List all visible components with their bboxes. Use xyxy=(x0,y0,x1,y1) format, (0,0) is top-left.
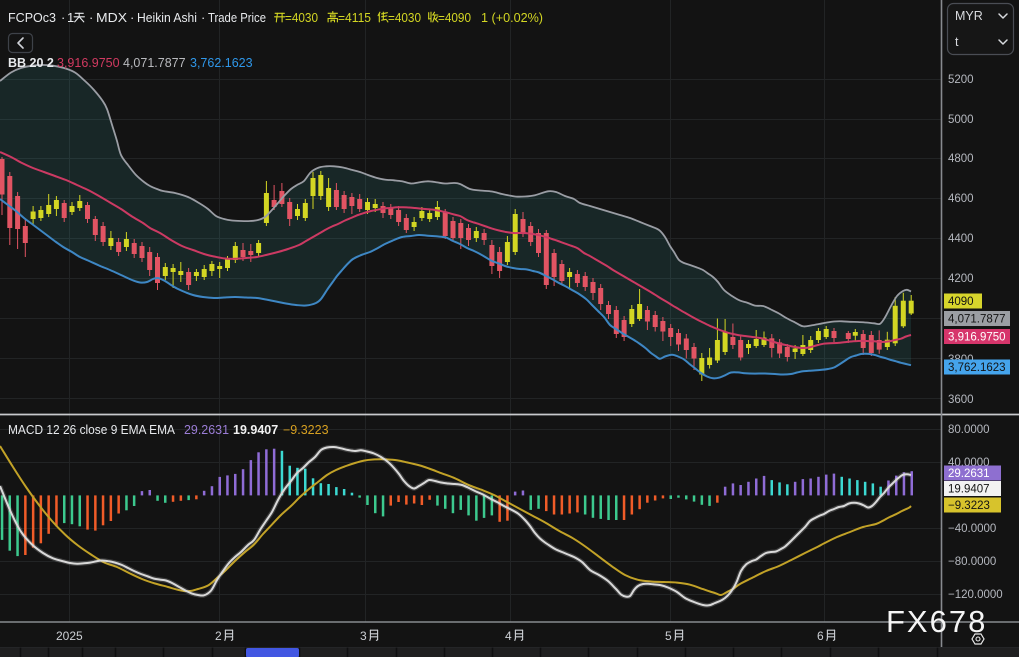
svg-text:5000: 5000 xyxy=(948,114,974,126)
svg-text:·: · xyxy=(130,10,134,25)
svg-text:19.9407: 19.9407 xyxy=(948,484,990,496)
svg-text:MYR: MYR xyxy=(955,9,983,23)
svg-text:4400: 4400 xyxy=(948,233,974,245)
svg-text:6: 6 xyxy=(817,629,824,643)
svg-text:t: t xyxy=(955,35,959,49)
svg-text:−40.0000: −40.0000 xyxy=(948,523,996,535)
svg-text:−9.3223: −9.3223 xyxy=(283,423,329,437)
svg-text:5: 5 xyxy=(665,629,672,643)
svg-text:29.2631: 29.2631 xyxy=(948,468,990,480)
svg-text:4800: 4800 xyxy=(948,153,974,165)
svg-text:=4030: =4030 xyxy=(388,11,421,25)
svg-text:Trade Price: Trade Price xyxy=(208,10,266,25)
svg-text:2: 2 xyxy=(215,629,222,643)
svg-text:4,071.7877: 4,071.7877 xyxy=(123,56,186,70)
svg-text:BB 20 2: BB 20 2 xyxy=(8,56,54,70)
svg-text:3: 3 xyxy=(360,629,367,643)
svg-text:1 (+0.02%): 1 (+0.02%) xyxy=(481,11,543,25)
svg-text:MACD 12 26 close 9 EMA EMA: MACD 12 26 close 9 EMA EMA xyxy=(8,423,176,437)
svg-text:5200: 5200 xyxy=(948,74,974,86)
svg-text:4090: 4090 xyxy=(948,296,974,308)
svg-text:−80.0000: −80.0000 xyxy=(948,556,996,568)
svg-text:=4090: =4090 xyxy=(438,11,471,25)
svg-text:4: 4 xyxy=(505,629,512,643)
svg-text:3,916.9750: 3,916.9750 xyxy=(948,332,1006,344)
svg-text:4200: 4200 xyxy=(948,273,974,285)
svg-text:·: · xyxy=(89,10,93,25)
svg-text:FCPOc3: FCPOc3 xyxy=(8,10,56,25)
svg-text:19.9407: 19.9407 xyxy=(233,423,278,437)
svg-text:1: 1 xyxy=(67,10,74,25)
svg-text:FX678: FX678 xyxy=(886,604,987,639)
svg-text:−120.0000: −120.0000 xyxy=(948,589,1003,601)
svg-text:4600: 4600 xyxy=(948,193,974,205)
svg-text:=4115: =4115 xyxy=(338,11,371,25)
svg-text:·: · xyxy=(201,10,205,25)
svg-text:3600: 3600 xyxy=(948,394,974,406)
svg-text:80.0000: 80.0000 xyxy=(948,424,990,436)
svg-text:3,916.9750: 3,916.9750 xyxy=(57,56,120,70)
svg-text:29.2631: 29.2631 xyxy=(184,423,229,437)
svg-text:3,762.1623: 3,762.1623 xyxy=(948,362,1006,374)
svg-text:4,071.7877: 4,071.7877 xyxy=(948,314,1006,326)
svg-text:=4030: =4030 xyxy=(285,11,318,25)
svg-text:−9.3223: −9.3223 xyxy=(948,500,990,512)
svg-text:MDX: MDX xyxy=(96,10,127,25)
svg-text:Heikin Ashi: Heikin Ashi xyxy=(137,10,197,25)
svg-text:3,762.1623: 3,762.1623 xyxy=(190,56,253,70)
svg-text:2025: 2025 xyxy=(56,629,83,643)
svg-text:·: · xyxy=(61,10,65,25)
